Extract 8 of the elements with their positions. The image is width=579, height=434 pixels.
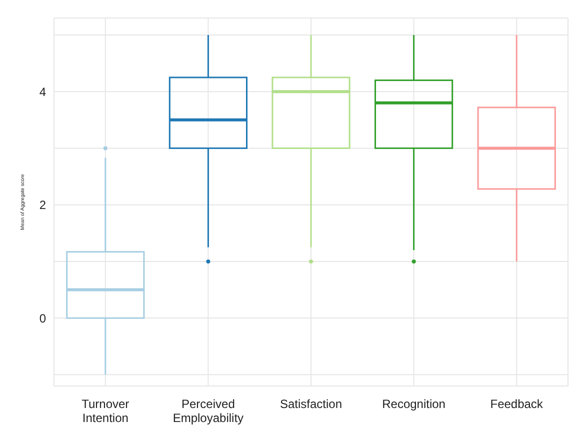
x-tick-label: Turnover Intention [82, 397, 130, 425]
y-tick-label: 4 [39, 84, 46, 99]
x-tick-label: Satisfaction [280, 397, 342, 411]
x-tick-label: Feedback [490, 397, 544, 411]
y-tick-label: 0 [39, 311, 46, 326]
x-tick-label: Recognition [382, 397, 446, 411]
x-tick-label: Perceived Employability [172, 397, 244, 425]
y-tick-label: 2 [39, 198, 46, 212]
